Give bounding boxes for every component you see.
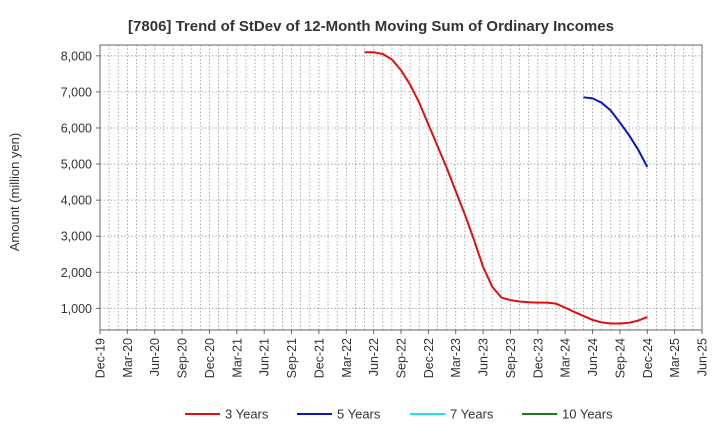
x-tick-label: Sep-21 [285,338,299,378]
x-tick-label: Mar-21 [230,338,244,378]
y-tick-label: 1,000 [61,302,92,316]
x-tick-label: Jun-23 [477,338,491,376]
chart-title: [7806] Trend of StDev of 12-Month Moving… [128,18,614,35]
x-tick-label: Dec-19 [94,338,108,378]
legend-label-5-years: 5 Years [337,407,381,422]
x-tick-label: Dec-23 [531,338,545,378]
x-tick-label: Jun-21 [258,338,272,376]
series-line-5-years [583,96,649,168]
x-tick-label: Mar-25 [668,338,682,378]
x-tick-label: Mar-23 [449,338,463,378]
x-tick-label: Sep-22 [395,338,409,378]
x-tick-label: Dec-20 [203,338,217,378]
x-tick-label: Sep-23 [504,338,518,378]
x-tick-label: Dec-24 [641,338,655,378]
x-tick-label: Jun-20 [148,338,162,376]
x-tick-label: Jun-25 [696,338,710,376]
legend: 3 Years 5 Years 7 Years 10 Years [185,407,613,422]
y-tick-label: 6,000 [61,121,92,135]
x-tick-label: Mar-24 [559,338,573,378]
x-tick-label: Dec-21 [312,338,326,378]
y-tick-label: 3,000 [61,230,92,244]
y-axis-ticks: 1,000 2,000 3,000 4,000 5,000 6,000 7,000 8,000 [61,49,100,316]
legend-label-7-years: 7 Years [450,407,494,422]
x-tick-label: Mar-22 [340,338,354,378]
series-line-3-years [364,51,648,325]
x-tick-label: Mar-20 [121,338,135,378]
y-tick-label: 7,000 [61,85,92,99]
y-tick-label: 8,000 [61,49,92,63]
x-tick-label: Sep-20 [176,338,190,378]
y-tick-label: 2,000 [61,266,92,280]
legend-label-10-years: 10 Years [562,407,613,422]
legend-label-3-years: 3 Years [225,407,269,422]
grid-lines [100,45,702,330]
y-tick-label: 5,000 [61,158,92,172]
x-tick-label: Dec-22 [422,338,436,378]
x-tick-label: Sep-24 [613,338,627,378]
y-tick-label: 4,000 [61,194,92,208]
series-lines [364,51,649,325]
x-axis-ticks: Dec-19 Mar-20 Jun-20 Sep-20 Dec-20 Mar-21 Jun-… [94,330,710,378]
x-tick-label: Jun-22 [367,338,381,376]
y-axis-label: Amount (million yen) [7,133,22,252]
x-tick-label: Jun-24 [586,338,600,376]
